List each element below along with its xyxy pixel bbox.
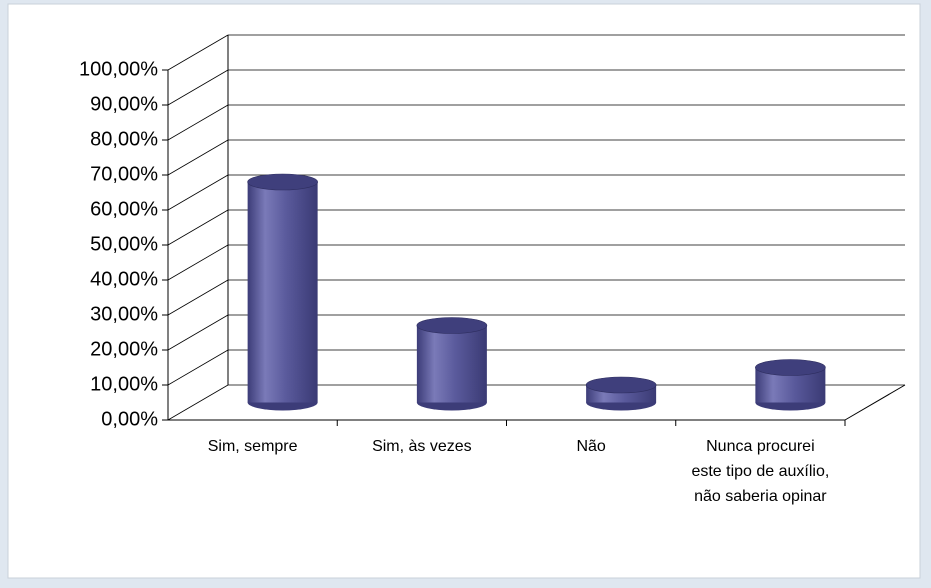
grid-line (167, 34, 229, 71)
x-tick-label: Nunca procurei este tipo de auxílio, não… (691, 438, 830, 505)
y-tick-label: 30,00% (90, 303, 158, 325)
grid-line (167, 384, 229, 421)
x-tick-label: Sim, sempre (207, 438, 298, 455)
grid-line (167, 279, 229, 316)
x-tick-label: Sim, às vezes (372, 438, 472, 455)
y-tick-label: 70,00% (90, 163, 158, 185)
grid-line (167, 244, 229, 281)
bar-top (755, 359, 826, 376)
y-tick-label: 20,00% (90, 338, 158, 360)
grid-line (167, 314, 229, 351)
grid-line (167, 104, 229, 141)
x-tick-label: Não (576, 438, 606, 455)
bar (416, 325, 487, 403)
x-tick-label-box: Sim, sempre (207, 438, 298, 455)
grid-line (167, 209, 229, 246)
y-tick-label: 90,00% (90, 93, 158, 115)
grid-line (167, 139, 229, 176)
floor-edge (844, 384, 906, 421)
bar-top (585, 376, 657, 394)
y-tick-label: 40,00% (90, 268, 158, 290)
y-tick-label: 100,00% (79, 58, 158, 80)
x-tick-label-box: Sim, às vezes (372, 438, 472, 455)
grid-line (167, 174, 229, 211)
grid-line (167, 349, 229, 386)
y-tick-label: 60,00% (90, 198, 158, 220)
x-tick-label-box: Nunca procurei este tipo de auxílio, não… (691, 438, 830, 505)
y-tick-label: 0,00% (101, 408, 158, 430)
bar (247, 182, 318, 403)
x-tick-label-box: Não (576, 438, 606, 455)
y-tick-label: 80,00% (90, 128, 158, 150)
bar-top (416, 317, 488, 334)
y-tick-label: 50,00% (90, 233, 158, 255)
bar-top (247, 173, 318, 191)
y-tick-label: 10,00% (90, 373, 158, 395)
chart-area (7, 3, 921, 579)
grid-line (167, 69, 229, 106)
